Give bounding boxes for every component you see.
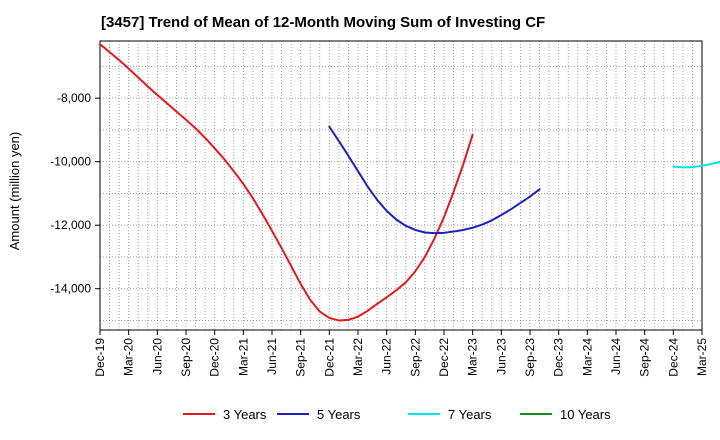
- x-tick-label: Dec-24: [666, 338, 680, 377]
- x-tick-label: Sep-24: [638, 338, 652, 377]
- x-tick-label: Sep-23: [523, 338, 537, 377]
- legend-item-10-years[interactable]: 10 Years: [520, 407, 611, 422]
- x-tick-label: Sep-20: [179, 338, 193, 377]
- y-axis-title: Amount (million yen): [7, 132, 22, 251]
- x-tick-label: Sep-21: [294, 338, 308, 377]
- legend-label: 5 Years: [317, 407, 361, 422]
- series-line-3-years: [99, 43, 474, 322]
- plot-frame: [99, 40, 703, 331]
- x-axis: Dec-19 Mar-20 Jun-20 Sep-20 Dec-20 Mar-21 Jun-…: [93, 330, 709, 377]
- chart-title: [3457] Trend of Mean of 12-Month Moving …: [101, 14, 546, 31]
- x-tick-label: Jun-22: [380, 338, 394, 375]
- legend-label: 3 Years: [223, 407, 267, 422]
- y-tick-label: -10,000: [50, 155, 91, 169]
- x-tick-label: Mar-25: [695, 338, 709, 376]
- x-tick-label: Jun-24: [609, 338, 623, 375]
- legend-item-5-years[interactable]: 5 Years: [277, 407, 361, 422]
- x-tick-label: Jun-23: [494, 338, 508, 375]
- series-line-7-years: [672, 160, 720, 169]
- legend-item-7-years[interactable]: 7 Years: [408, 407, 492, 422]
- x-tick-label: Mar-20: [122, 338, 136, 376]
- legend-label: 10 Years: [560, 407, 611, 422]
- x-tick-label: Mar-22: [351, 338, 365, 376]
- x-tick-label: Jun-20: [150, 338, 164, 375]
- legend-label: 7 Years: [448, 407, 492, 422]
- y-tick-label: -8,000: [57, 91, 91, 105]
- series-line-5-years: [328, 125, 541, 235]
- x-tick-label: Mar-23: [466, 338, 480, 376]
- x-tick-label: Dec-23: [552, 338, 566, 377]
- legend-item-3-years[interactable]: 3 Years: [183, 407, 267, 422]
- x-tick-label: Jun-21: [265, 338, 279, 375]
- x-tick-label: Mar-21: [236, 338, 250, 376]
- x-tick-label: Dec-21: [322, 338, 336, 377]
- y-tick-label: -14,000: [50, 282, 91, 296]
- x-tick-label: Mar-24: [580, 338, 594, 376]
- grid-layer: [100, 41, 702, 330]
- x-tick-label: Dec-22: [437, 338, 451, 377]
- series-layer: [99, 43, 720, 322]
- x-tick-label: Dec-20: [208, 338, 222, 377]
- x-tick-label: Dec-19: [93, 338, 107, 377]
- y-axis: -8,000 -10,000 -12,000 -14,000: [50, 91, 100, 296]
- y-tick-label: -12,000: [50, 218, 91, 232]
- x-tick-label: Sep-22: [408, 338, 422, 377]
- legend[interactable]: 3 Years 5 Years 7 Years 10 Years: [183, 407, 611, 422]
